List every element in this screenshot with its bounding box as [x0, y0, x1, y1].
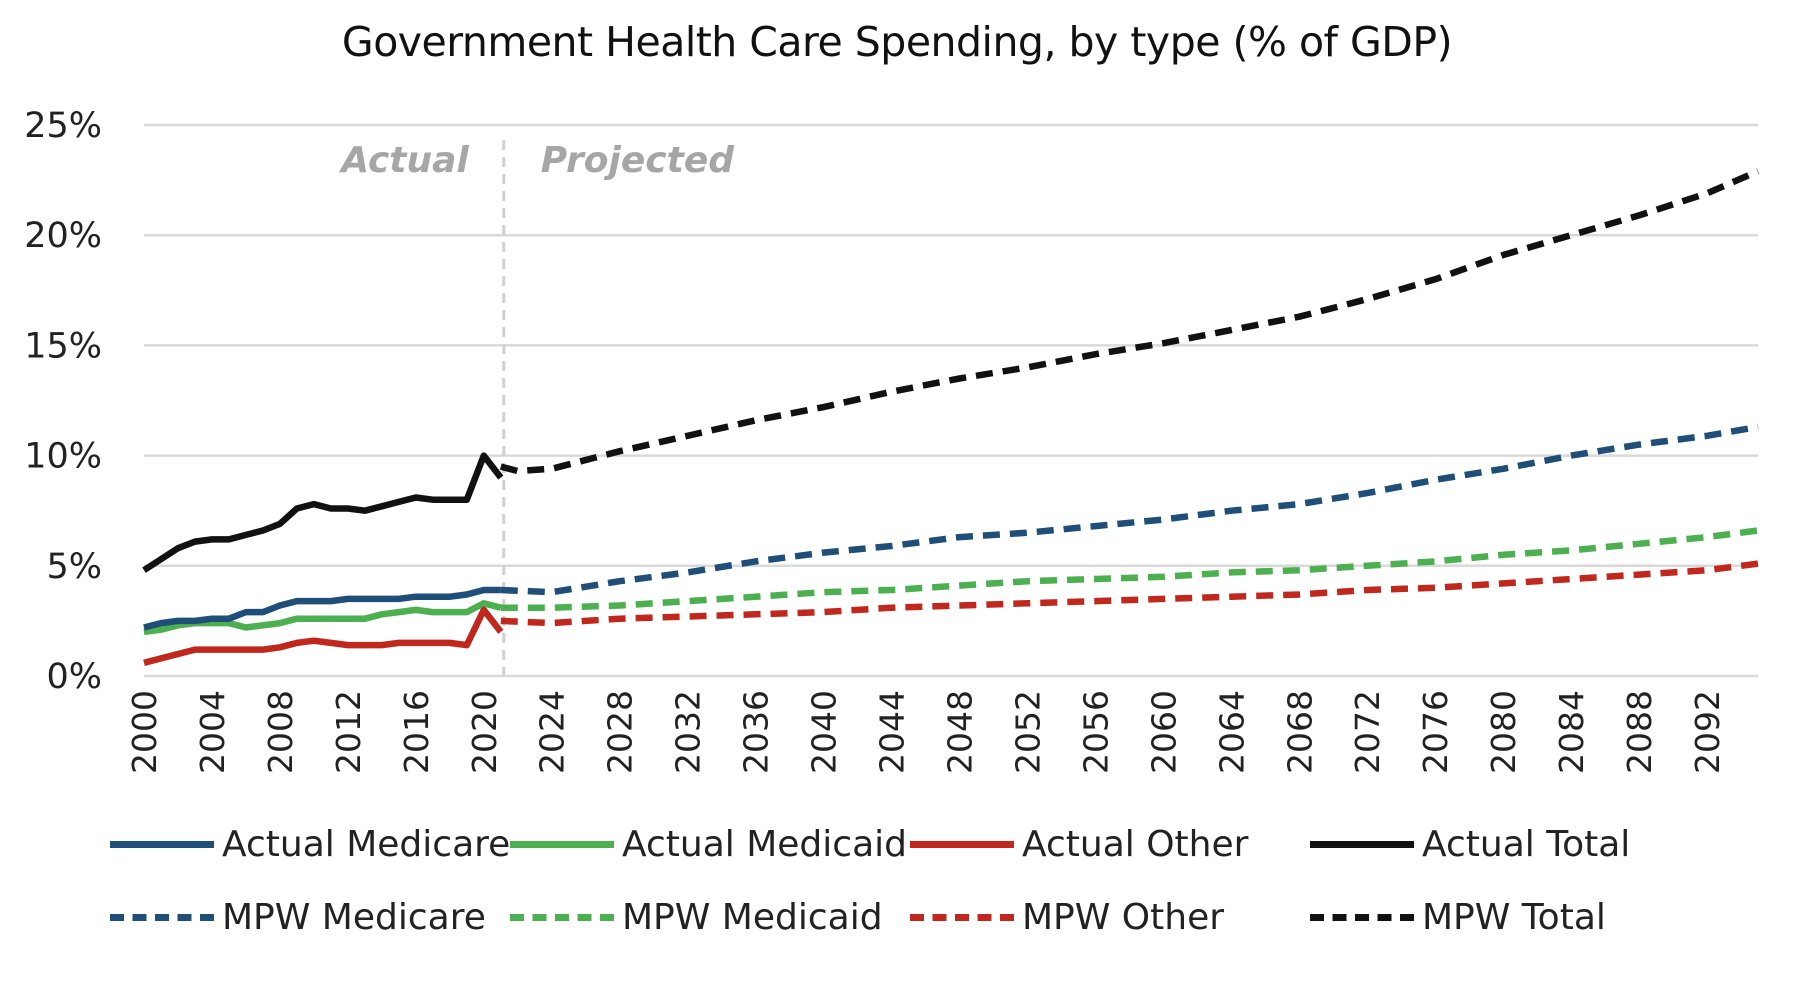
- legend: Actual Medicare Actual Medicaid Actual Oth…: [110, 818, 1750, 964]
- series-line-actual-medicare: [143, 586, 501, 631]
- y-axis-tick-labels: 0% 5% 10% 15% 20% 25%: [24, 106, 102, 697]
- legend-item: Actual Other: [910, 818, 1248, 870]
- x-tick-label: 2000: [125, 690, 164, 774]
- legend-label: MPW Other: [1022, 896, 1225, 938]
- annotation-actual: Actual: [338, 140, 469, 181]
- series-line-actual-total: [142, 452, 504, 573]
- legend-label: Actual Other: [1022, 823, 1249, 865]
- legend-label: Actual Medicare: [222, 823, 511, 865]
- x-tick-label: 2008: [261, 690, 300, 774]
- x-tick-label: 2068: [1280, 690, 1319, 774]
- x-tick-label: 2032: [669, 690, 708, 774]
- data-series: [142, 168, 1760, 666]
- legend-row: Actual Medicare Actual Medicaid Actual Oth…: [110, 818, 1750, 891]
- legend-item: MPW Medicare: [110, 891, 486, 943]
- y-tick-label: 15%: [24, 326, 102, 366]
- legend-item: Actual Medicaid: [510, 818, 907, 870]
- chart-title: Government Health Care Spending, by type…: [341, 18, 1453, 66]
- legend-item: Actual Medicare: [110, 818, 510, 870]
- x-tick-label: 2076: [1416, 690, 1455, 774]
- x-tick-label: 2080: [1484, 690, 1523, 774]
- x-tick-label: 2056: [1076, 690, 1115, 774]
- legend-item: Actual Total: [1310, 818, 1630, 870]
- x-tick-label: 2004: [193, 690, 232, 774]
- series-line-actual-other: [143, 606, 504, 666]
- legend-swatch: [510, 840, 614, 848]
- legend-label: MPW Medicaid: [622, 896, 883, 938]
- x-tick-label: 2060: [1144, 690, 1183, 774]
- x-tick-label: 2052: [1008, 690, 1047, 774]
- legend-label: MPW Medicare: [222, 896, 486, 938]
- x-tick-label: 2084: [1552, 690, 1591, 774]
- legend-label: Actual Total: [1422, 823, 1631, 865]
- y-tick-label: 5%: [46, 547, 102, 587]
- legend-swatch: [110, 840, 214, 848]
- legend-row: MPW Medicare MPW Medicaid MPW Other MPW Tot…: [110, 891, 1750, 964]
- y-tick-label: 10%: [24, 437, 102, 477]
- x-tick-label: 2088: [1620, 690, 1659, 774]
- legend-swatch: [910, 840, 1014, 848]
- series-line-actual-medicaid: [143, 600, 502, 636]
- x-tick-label: 2072: [1348, 690, 1387, 774]
- y-tick-label: 20%: [24, 216, 102, 256]
- legend-swatch: [510, 913, 614, 921]
- series-line-mpw-medicare: [500, 423, 1759, 596]
- legend-swatch: [110, 913, 214, 921]
- legend-label: MPW Total: [1422, 896, 1606, 938]
- legend-label: Actual Medicaid: [622, 823, 907, 865]
- x-tick-label: 2048: [940, 690, 979, 774]
- line-chart: 0% 5% 10% 15% 20% 25% 2000 2004 2008 2012 2016 202…: [24, 106, 1760, 774]
- x-tick-label: 2028: [601, 690, 640, 774]
- series-line-mpw-medicaid: [500, 527, 1759, 611]
- x-tick-label: 2092: [1688, 690, 1727, 774]
- legend-swatch: [910, 913, 1014, 921]
- x-tick-label: 2036: [737, 690, 776, 774]
- gridlines: [144, 123, 1758, 678]
- x-tick-label: 2020: [465, 690, 504, 774]
- series-line-mpw-other: [500, 560, 1759, 627]
- x-tick-label: 2040: [805, 690, 844, 774]
- annotation-projected: Projected: [541, 140, 735, 181]
- y-tick-label: 0%: [46, 657, 102, 697]
- x-tick-label: 2044: [873, 690, 912, 774]
- legend-swatch: [1310, 913, 1414, 921]
- legend-item: MPW Total: [1310, 891, 1606, 943]
- legend-item: MPW Other: [910, 891, 1224, 943]
- x-tick-label: 2024: [533, 690, 572, 774]
- legend-item: MPW Medicaid: [510, 891, 883, 943]
- legend-swatch: [1310, 840, 1414, 848]
- y-tick-label: 25%: [24, 106, 102, 146]
- x-tick-label: 2064: [1212, 690, 1251, 774]
- x-axis-tick-labels: 2000 2004 2008 2012 2016 2020 2024 2028 2032 2036…: [125, 690, 1727, 774]
- x-tick-label: 2016: [397, 690, 436, 774]
- x-tick-label: 2012: [329, 690, 368, 774]
- series-line-mpw-total: [499, 168, 1760, 475]
